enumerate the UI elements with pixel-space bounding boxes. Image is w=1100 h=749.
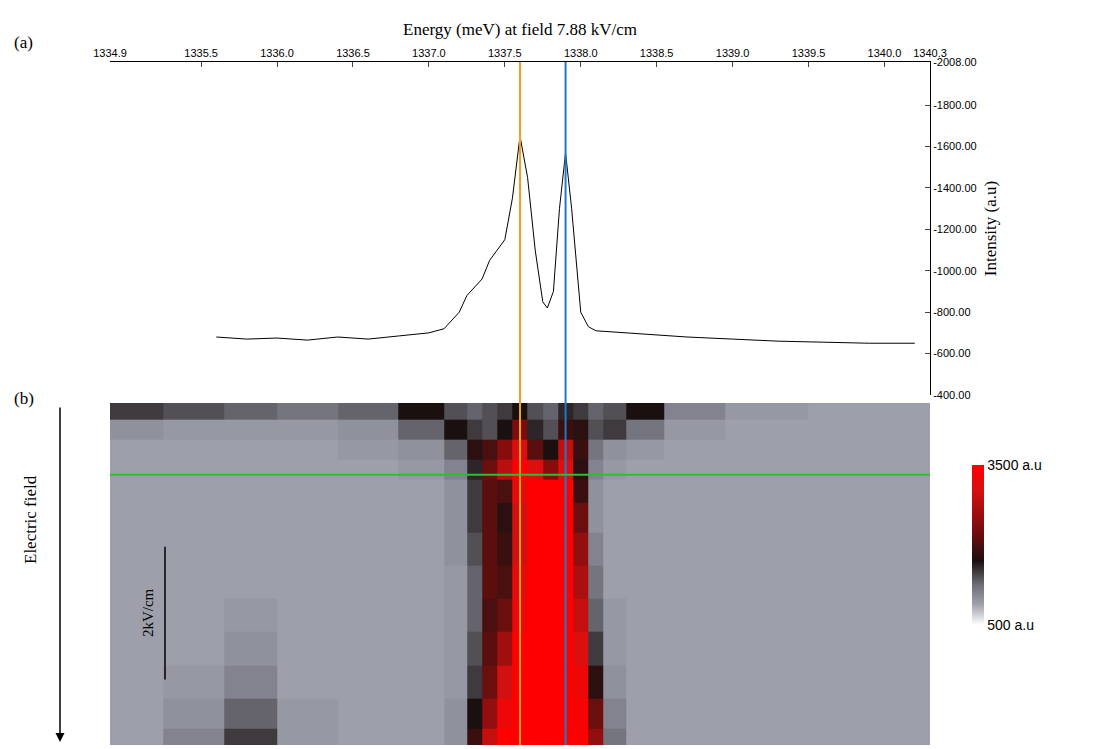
- svg-text:1336.0: 1336.0: [260, 47, 294, 59]
- svg-text:(a): (a): [14, 33, 33, 52]
- svg-text:2kV/cm: 2kV/cm: [140, 588, 156, 637]
- svg-text:-1600.00: -1600.00: [933, 140, 976, 152]
- svg-text:3500 a.u: 3500 a.u: [987, 457, 1042, 473]
- svg-text:-2008.00: -2008.00: [933, 56, 976, 68]
- svg-text:(b): (b): [14, 389, 34, 408]
- svg-text:1337.0: 1337.0: [412, 47, 446, 59]
- svg-text:-1400.00: -1400.00: [933, 182, 976, 194]
- svg-text:1337.5: 1337.5: [488, 47, 522, 59]
- svg-text:1338.5: 1338.5: [640, 47, 674, 59]
- svg-text:1334.9: 1334.9: [93, 47, 127, 59]
- svg-text:-800.00: -800.00: [933, 306, 970, 318]
- svg-text:500 a.u: 500 a.u: [987, 617, 1034, 633]
- svg-text:Electric field: Electric field: [21, 475, 40, 564]
- svg-text:1339.0: 1339.0: [716, 47, 750, 59]
- svg-text:-1800.00: -1800.00: [933, 99, 976, 111]
- svg-text:1338.0: 1338.0: [564, 47, 598, 59]
- svg-text:Energy (meV) at field 7.88 kV/: Energy (meV) at field 7.88 kV/cm: [403, 20, 637, 39]
- svg-text:Intensity (a.u): Intensity (a.u): [981, 181, 1000, 276]
- svg-text:-1200.00: -1200.00: [933, 223, 976, 235]
- svg-text:1340.0: 1340.0: [868, 47, 902, 59]
- svg-text:1336.5: 1336.5: [336, 47, 370, 59]
- svg-text:1335.5: 1335.5: [184, 47, 218, 59]
- svg-text:1340.3: 1340.3: [913, 47, 947, 59]
- svg-text:1339.5: 1339.5: [792, 47, 826, 59]
- svg-text:-1000.00: -1000.00: [933, 265, 976, 277]
- svg-text:-400.00: -400.00: [933, 389, 970, 401]
- svg-text:-600.00: -600.00: [933, 347, 970, 359]
